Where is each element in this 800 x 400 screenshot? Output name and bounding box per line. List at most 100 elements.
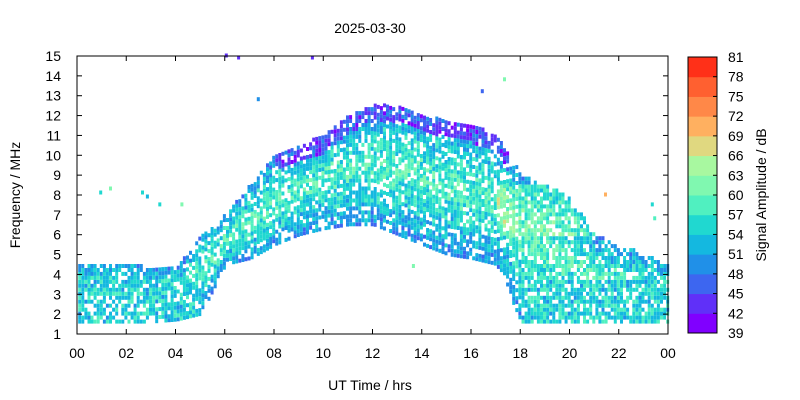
heatmap-cell	[346, 214, 349, 219]
heatmap-cell	[546, 248, 550, 253]
colorbar-tick-label: 75	[728, 88, 744, 104]
heatmap-cell	[524, 228, 528, 233]
heatmap-cell	[512, 177, 516, 182]
heatmap-cell	[663, 275, 667, 280]
heatmap-cell	[416, 232, 420, 237]
heatmap-cell	[432, 230, 436, 235]
heatmap-cell	[481, 151, 485, 156]
heatmap-cell	[450, 181, 454, 186]
heatmap-cell	[259, 230, 263, 235]
heatmap-cell	[499, 141, 503, 145]
heatmap-cell	[287, 200, 291, 205]
heatmap-cell	[512, 233, 516, 238]
heatmap-cell	[315, 172, 319, 177]
heatmap-cell	[342, 171, 346, 176]
heatmap-cell	[105, 287, 109, 292]
heatmap-cell	[195, 273, 199, 278]
heatmap-cell	[576, 212, 580, 217]
heatmap-cell	[558, 236, 562, 241]
heatmap-cell	[475, 257, 479, 262]
colorbar-tick-label: 78	[728, 69, 744, 85]
heatmap-cell	[392, 115, 396, 120]
heatmap-cell	[136, 283, 140, 288]
heatmap-cell	[576, 299, 580, 304]
heatmap-cell	[644, 279, 648, 284]
heatmap-cell	[521, 295, 525, 300]
heatmap-cell	[469, 220, 473, 224]
heatmap-cell	[481, 179, 485, 184]
heatmap-cell	[475, 213, 479, 218]
heatmap-cell	[466, 136, 470, 141]
heatmap-cell	[339, 136, 343, 141]
heatmap-cell	[182, 299, 186, 304]
heatmap-cell	[130, 295, 134, 300]
heatmap-cell	[490, 205, 494, 210]
heatmap-cell	[533, 287, 537, 292]
heatmap-cell	[546, 188, 550, 193]
heatmap-cell	[419, 189, 423, 194]
heatmap-cell	[170, 314, 174, 318]
heatmap-cell	[121, 311, 125, 316]
heatmap-cell	[379, 217, 383, 222]
heatmap-cell	[395, 136, 399, 141]
heatmap-cell	[386, 219, 389, 224]
heatmap-cell	[647, 291, 651, 296]
heatmap-cell	[515, 173, 519, 177]
heatmap-cell	[238, 242, 242, 247]
heatmap-cell	[189, 310, 192, 315]
heatmap-cell	[493, 134, 497, 139]
heatmap-cell	[281, 167, 285, 172]
heatmap-cell	[521, 303, 525, 308]
heatmap-cell	[656, 268, 660, 272]
heatmap-cell	[555, 236, 559, 241]
heatmap-cell	[419, 154, 423, 158]
heatmap-cell	[136, 311, 140, 316]
heatmap-cell	[426, 116, 430, 121]
heatmap-cell	[429, 137, 433, 142]
heatmap-cell	[87, 291, 91, 296]
heatmap-cell	[561, 295, 565, 300]
heatmap-cell	[173, 301, 177, 306]
heatmap-cell	[475, 209, 479, 214]
heatmap-cell	[272, 223, 276, 228]
heatmap-cell	[149, 283, 152, 288]
heatmap-cell	[324, 210, 328, 215]
heatmap-cell	[459, 139, 463, 144]
heatmap-cell	[379, 122, 383, 126]
heatmap-cell	[604, 319, 608, 324]
heatmap-cell	[429, 122, 433, 126]
heatmap-cell	[638, 315, 642, 320]
heatmap-cell	[543, 311, 546, 316]
heatmap-cell	[339, 164, 343, 168]
heatmap-cell	[364, 202, 368, 207]
heatmap-cell	[386, 164, 389, 169]
heatmap-cell	[173, 309, 177, 314]
heatmap-cell	[432, 194, 436, 199]
heatmap-cell	[487, 164, 491, 169]
heatmap-cell	[256, 228, 260, 232]
heatmap-cell	[330, 169, 334, 174]
heatmap-cell	[527, 319, 531, 324]
heatmap-cell	[423, 214, 426, 219]
heatmap-cell	[506, 207, 510, 211]
heatmap-cell	[278, 161, 282, 165]
heatmap-cell	[564, 287, 568, 292]
heatmap-cell	[487, 260, 491, 265]
heatmap-cell	[241, 222, 245, 227]
heatmap-cell	[269, 165, 273, 170]
heatmap-cell	[336, 152, 340, 157]
heatmap-cell	[355, 111, 359, 116]
heatmap-cell	[349, 198, 353, 203]
heatmap-cell	[546, 212, 550, 217]
heatmap-cell	[432, 198, 436, 203]
heatmap-cell	[441, 150, 445, 155]
heatmap-cell	[459, 242, 463, 247]
x-tick-label: 02	[118, 345, 134, 361]
heatmap-cell	[616, 260, 620, 264]
heatmap-cell	[124, 264, 128, 268]
heatmap-cell	[204, 279, 208, 284]
heatmap-cell	[164, 278, 168, 283]
heatmap-cell	[312, 205, 316, 210]
heatmap-cell	[376, 200, 380, 205]
heatmap-cell	[149, 287, 152, 292]
